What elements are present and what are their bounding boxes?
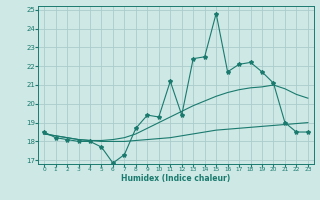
X-axis label: Humidex (Indice chaleur): Humidex (Indice chaleur) — [121, 174, 231, 183]
